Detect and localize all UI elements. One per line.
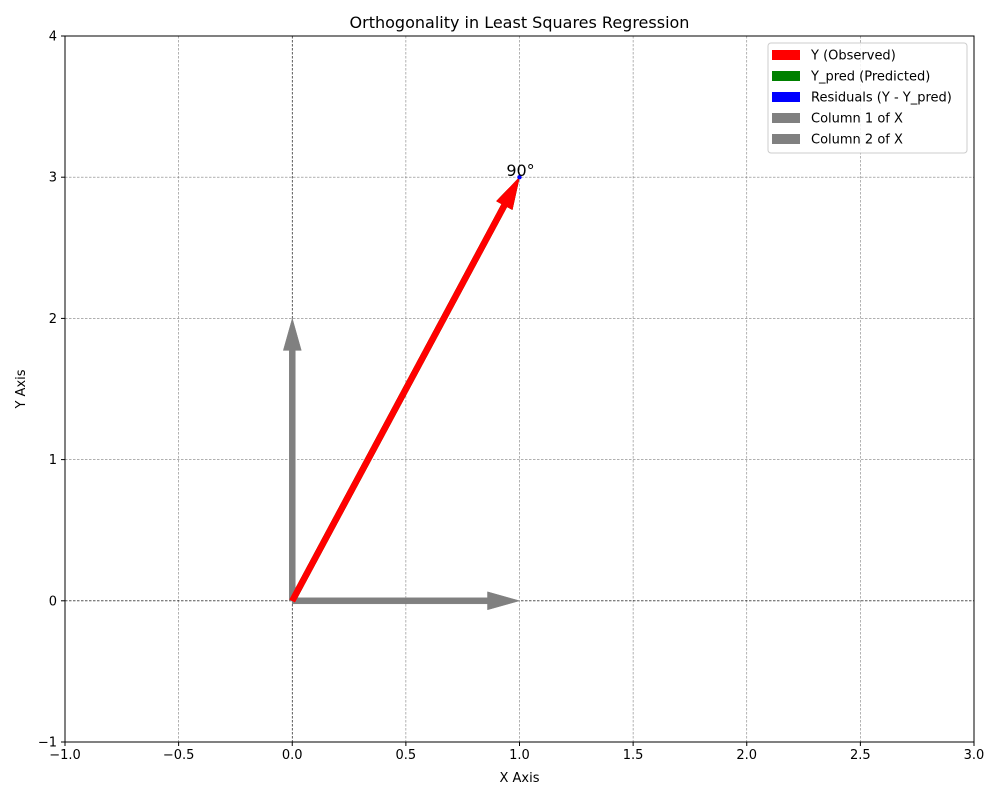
legend: Y (Observed) Y_pred (Predicted) Residuals … — [767, 42, 968, 154]
x-tick-label: −0.5 — [163, 748, 195, 763]
x-tick-label: −1.0 — [49, 748, 81, 763]
x-tick-label: 1.0 — [509, 748, 530, 763]
legend-label: Residuals (Y - Y_pred) — [811, 91, 952, 106]
y-axis-label: Y Axis — [14, 369, 29, 409]
legend-swatch — [772, 50, 800, 60]
legend-swatch — [772, 92, 800, 102]
x-tick-label: 1.5 — [623, 748, 644, 763]
vector-column-2-of-x — [282, 317, 302, 602]
x-tick-label: 3.0 — [964, 748, 985, 763]
y-tick-label: 1 — [49, 453, 57, 468]
vector-residuals-y-y-pred — [517, 175, 522, 180]
x-tick-label: 2.5 — [850, 748, 871, 763]
vectors — [282, 175, 522, 611]
legend-label: Column 1 of X — [811, 112, 903, 127]
vector-y-observed — [289, 176, 520, 603]
y-tick-label: 0 — [49, 594, 57, 609]
y-tick-label: 4 — [49, 30, 57, 45]
legend-box — [767, 42, 968, 154]
legend-label: Y_pred (Predicted) — [810, 70, 930, 85]
legend-label: Column 2 of X — [811, 133, 903, 148]
y-tick-label: 3 — [49, 171, 57, 186]
x-tick-label: 0.0 — [282, 748, 303, 763]
chart-title: Orthogonality in Least Squares Regressio… — [350, 13, 690, 32]
y-tick-label: 2 — [49, 312, 57, 327]
legend-swatch — [772, 113, 800, 123]
x-axis-label: X Axis — [499, 771, 539, 786]
x-tick-label: 0.5 — [396, 748, 417, 763]
legend-swatch — [772, 71, 800, 81]
x-tick-label: 2.0 — [736, 748, 757, 763]
vector-column-1-of-x — [292, 591, 521, 611]
legend-label: Y (Observed) — [810, 49, 896, 64]
ticks: −1.0 −0.5 0.0 0.5 1.0 1.5 2.0 2.5 3.0 −1 0 1 2 3 4 — [38, 30, 985, 764]
legend-swatch — [772, 134, 800, 144]
annotations: 90° — [506, 161, 534, 180]
y-tick-label: −1 — [38, 736, 57, 751]
angle-annotation: 90° — [506, 161, 534, 180]
